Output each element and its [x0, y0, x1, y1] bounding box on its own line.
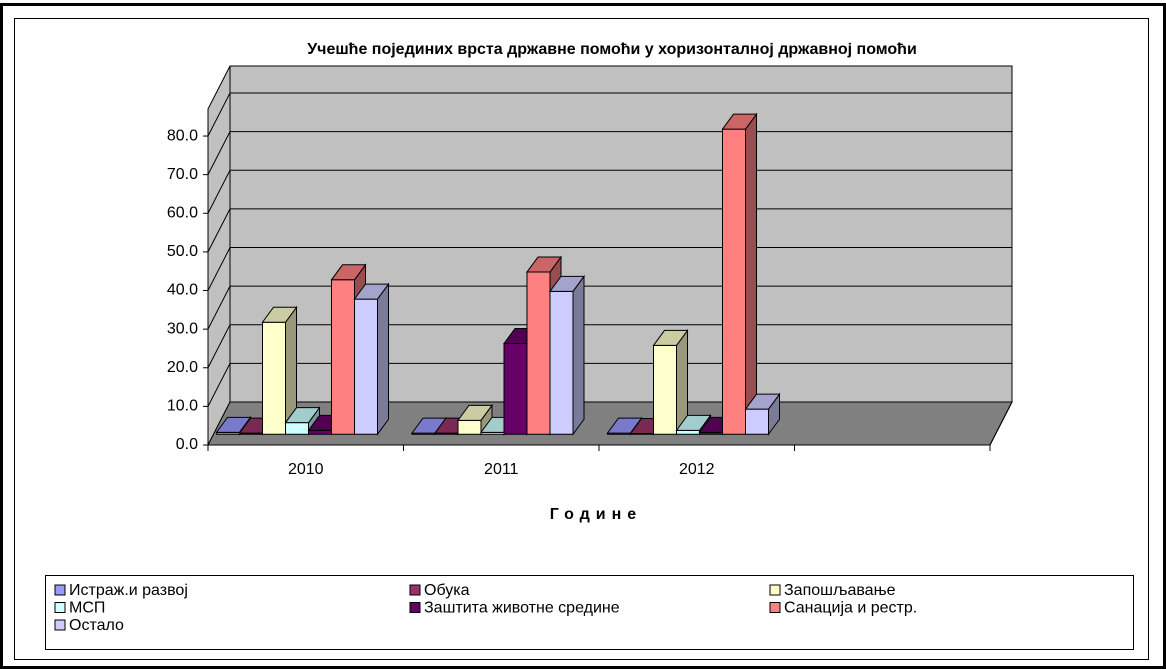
legend-label: Заштита животне средине — [424, 600, 620, 617]
chart-title: Учешће појединих врста државне помоћи у … — [307, 41, 917, 58]
x-tick-label: 2012 — [679, 461, 715, 478]
legend-swatch — [409, 584, 421, 596]
bar — [744, 392, 781, 436]
bar-side — [377, 282, 389, 436]
bar-front — [526, 271, 551, 435]
bar-front — [354, 298, 378, 435]
bar-top — [675, 414, 712, 431]
legend-box — [45, 575, 1134, 650]
x-axis-depth — [989, 401, 1013, 446]
bar-top — [284, 407, 321, 424]
bar — [721, 112, 758, 436]
bar-front — [503, 342, 528, 435]
legend-label: Остало — [69, 617, 124, 634]
legend-swatch — [769, 584, 781, 596]
legend-swatch — [54, 584, 66, 596]
bar-front — [285, 422, 309, 435]
bar-front — [457, 419, 482, 435]
bar-front — [549, 290, 574, 435]
bar-front — [722, 128, 746, 435]
bar-top — [652, 329, 689, 346]
bar-top — [261, 306, 298, 323]
bar-top — [215, 416, 252, 433]
bar-front — [745, 408, 769, 435]
bar-top — [330, 264, 367, 281]
x-axis-title: Године — [550, 506, 642, 523]
legend-swatch — [54, 602, 66, 613]
legend-swatch — [769, 602, 781, 613]
bar-top — [721, 113, 758, 130]
y-tick-label: 50.0 — [167, 243, 198, 260]
bar — [261, 305, 298, 436]
side-wall — [207, 65, 231, 446]
bar-front — [676, 429, 700, 435]
x-tick-label: 2010 — [288, 461, 324, 478]
y-tick-label: 10.0 — [167, 398, 198, 415]
legend-label: МСП — [69, 600, 105, 617]
y-tick-label: 30.0 — [167, 320, 198, 337]
bar-side — [745, 112, 757, 436]
legend-label: Запошљавање — [784, 582, 896, 599]
grid-line — [207, 92, 1012, 137]
y-tick-label: 80.0 — [167, 127, 198, 144]
legend-label: Истраж.и развој — [69, 582, 188, 599]
bar-top — [549, 275, 585, 292]
bar — [353, 282, 390, 436]
bar-top — [526, 256, 562, 273]
legend-swatch — [54, 619, 66, 631]
bar — [652, 328, 689, 436]
y-tick-label: 70.0 — [167, 166, 198, 183]
bar-front — [331, 279, 355, 435]
bar — [549, 274, 585, 436]
bar — [457, 403, 493, 436]
bar — [284, 406, 321, 436]
legend-label: Обука — [424, 582, 470, 599]
bar-front — [308, 429, 332, 435]
legend-label: Санација и рестр. — [784, 600, 917, 617]
y-tick-label: 0.0 — [176, 436, 198, 453]
legend-swatch — [409, 602, 421, 613]
y-tick-label: 20.0 — [167, 359, 198, 376]
y-tick-label: 60.0 — [167, 204, 198, 221]
bar-top — [457, 404, 493, 421]
bar-side — [572, 274, 585, 436]
bar-top — [353, 283, 390, 300]
y-tick-label: 40.0 — [167, 282, 198, 299]
x-tick-label: 2011 — [484, 461, 519, 478]
bar-top — [744, 393, 781, 410]
bar-front — [262, 321, 286, 435]
bar-front — [653, 344, 677, 435]
